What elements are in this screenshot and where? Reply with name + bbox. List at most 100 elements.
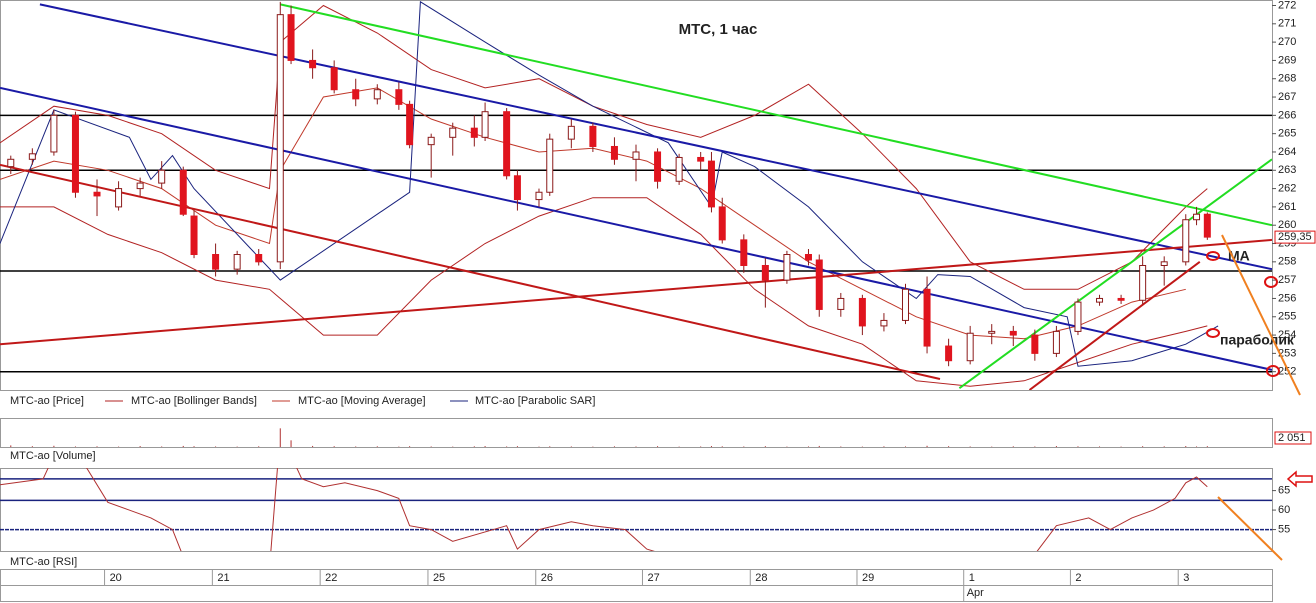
- candle-body: [190, 215, 198, 256]
- candle-body: [395, 89, 403, 105]
- candle-body: [988, 330, 996, 334]
- arrow-line: [1217, 496, 1283, 561]
- candle-body: [654, 151, 662, 182]
- y-tick-label: 265: [1278, 128, 1296, 140]
- x-tick-label: 20: [110, 572, 122, 584]
- y-tick-label: 263: [1278, 164, 1296, 176]
- candle-body: [71, 114, 79, 193]
- candle-body: [945, 345, 953, 362]
- y-tick-label: 262: [1278, 182, 1296, 194]
- candle-body: [901, 288, 909, 321]
- candle-body: [1031, 334, 1039, 354]
- candle-body: [1139, 264, 1147, 301]
- candle-body: [610, 145, 618, 160]
- candle-body: [179, 169, 187, 215]
- trend-line: [0, 163, 941, 380]
- trend-line: [0, 238, 1272, 346]
- moving-average: [0, 87, 1186, 340]
- last-price-label: 259,35: [1278, 231, 1312, 243]
- candle-body: [923, 288, 931, 347]
- x-tick-label: 3: [1183, 572, 1189, 584]
- candle-body: [449, 127, 457, 138]
- candle-body: [567, 125, 575, 140]
- candle-body: [309, 59, 317, 69]
- candle-body: [1117, 297, 1125, 301]
- panel-label: MTC-ao [RSI]: [10, 556, 77, 568]
- trend-line: [1028, 261, 1201, 390]
- candle-body: [589, 125, 597, 147]
- candle-body: [815, 259, 823, 310]
- candle-body: [276, 14, 284, 263]
- candle-body: [158, 169, 166, 184]
- candle-body: [7, 158, 15, 168]
- bollinger-lower: [0, 197, 1208, 387]
- volume-last-label: 2 051: [1278, 432, 1306, 444]
- candle-body: [115, 188, 123, 208]
- candle-body: [1160, 261, 1168, 266]
- candle-body: [255, 254, 263, 263]
- y-tick-label: 256: [1278, 292, 1296, 304]
- candle-body: [93, 191, 101, 197]
- rsi-line: [0, 468, 1208, 551]
- candle-body: [233, 254, 241, 270]
- candle-body: [546, 138, 554, 193]
- candle-body: [1203, 213, 1211, 238]
- panel-label: MTC-ao [Volume]: [10, 450, 96, 462]
- candle-body: [1096, 297, 1104, 303]
- last-price-box: [1274, 230, 1316, 244]
- candle-body: [406, 103, 414, 146]
- candle-body: [761, 264, 769, 281]
- candle-body: [136, 182, 144, 190]
- candle-body: [427, 136, 435, 146]
- y-tick-label: 269: [1278, 54, 1296, 66]
- candle-body: [707, 160, 715, 208]
- x-tick-label: 28: [755, 572, 767, 584]
- x-tick-label: 2: [1075, 572, 1081, 584]
- arrow-line: [1221, 234, 1301, 396]
- candle-body: [675, 156, 683, 182]
- x-tick-label: 25: [433, 572, 445, 584]
- marker: [1206, 328, 1220, 338]
- candle-body: [697, 156, 705, 162]
- x-tick-label: 21: [217, 572, 229, 584]
- x-tick-label: 27: [647, 572, 659, 584]
- candle-body: [373, 89, 381, 100]
- candle-body: [352, 89, 360, 100]
- candle-body: [470, 127, 478, 138]
- volume-panel: [0, 418, 1273, 448]
- y-tick-label: 264: [1278, 146, 1296, 158]
- y-tick-label: 261: [1278, 201, 1296, 213]
- y-tick-label: 252: [1278, 366, 1296, 378]
- rsi-tick-label: 60: [1278, 504, 1290, 516]
- legend-label: MTC-ao [Moving Average]: [298, 395, 426, 407]
- y-tick-label: 260: [1278, 219, 1296, 231]
- y-tick-label: 254: [1278, 329, 1296, 341]
- candle-body: [966, 332, 974, 362]
- y-tick-label: 268: [1278, 73, 1296, 85]
- y-tick-label: 253: [1278, 347, 1296, 359]
- candle-body: [880, 319, 888, 327]
- y-tick-label: 270: [1278, 36, 1296, 48]
- trend-line: [0, 86, 1272, 371]
- candle-body: [1052, 330, 1060, 354]
- marker: [1264, 276, 1278, 288]
- price-panel: [0, 0, 1273, 391]
- chart-title: МТС, 1 час: [679, 21, 758, 38]
- candle-body: [858, 297, 866, 327]
- volume-box: [1274, 431, 1312, 445]
- y-tick-label: 271: [1278, 18, 1296, 30]
- candle-body: [513, 175, 521, 201]
- candle-body: [535, 191, 543, 201]
- candle-body: [837, 297, 845, 310]
- candle-body: [1074, 301, 1082, 332]
- legend-label: MTC-ao [Parabolic SAR]: [475, 395, 595, 407]
- candle-body: [287, 14, 295, 61]
- candle-body: [804, 254, 812, 261]
- x-tick-label: 26: [541, 572, 553, 584]
- rsi-tick-label: 65: [1278, 485, 1290, 497]
- rsi-tick-label: 55: [1278, 523, 1290, 535]
- candle-body: [212, 254, 220, 270]
- y-tick-label: 267: [1278, 91, 1296, 103]
- x-tick-label: 29: [862, 572, 874, 584]
